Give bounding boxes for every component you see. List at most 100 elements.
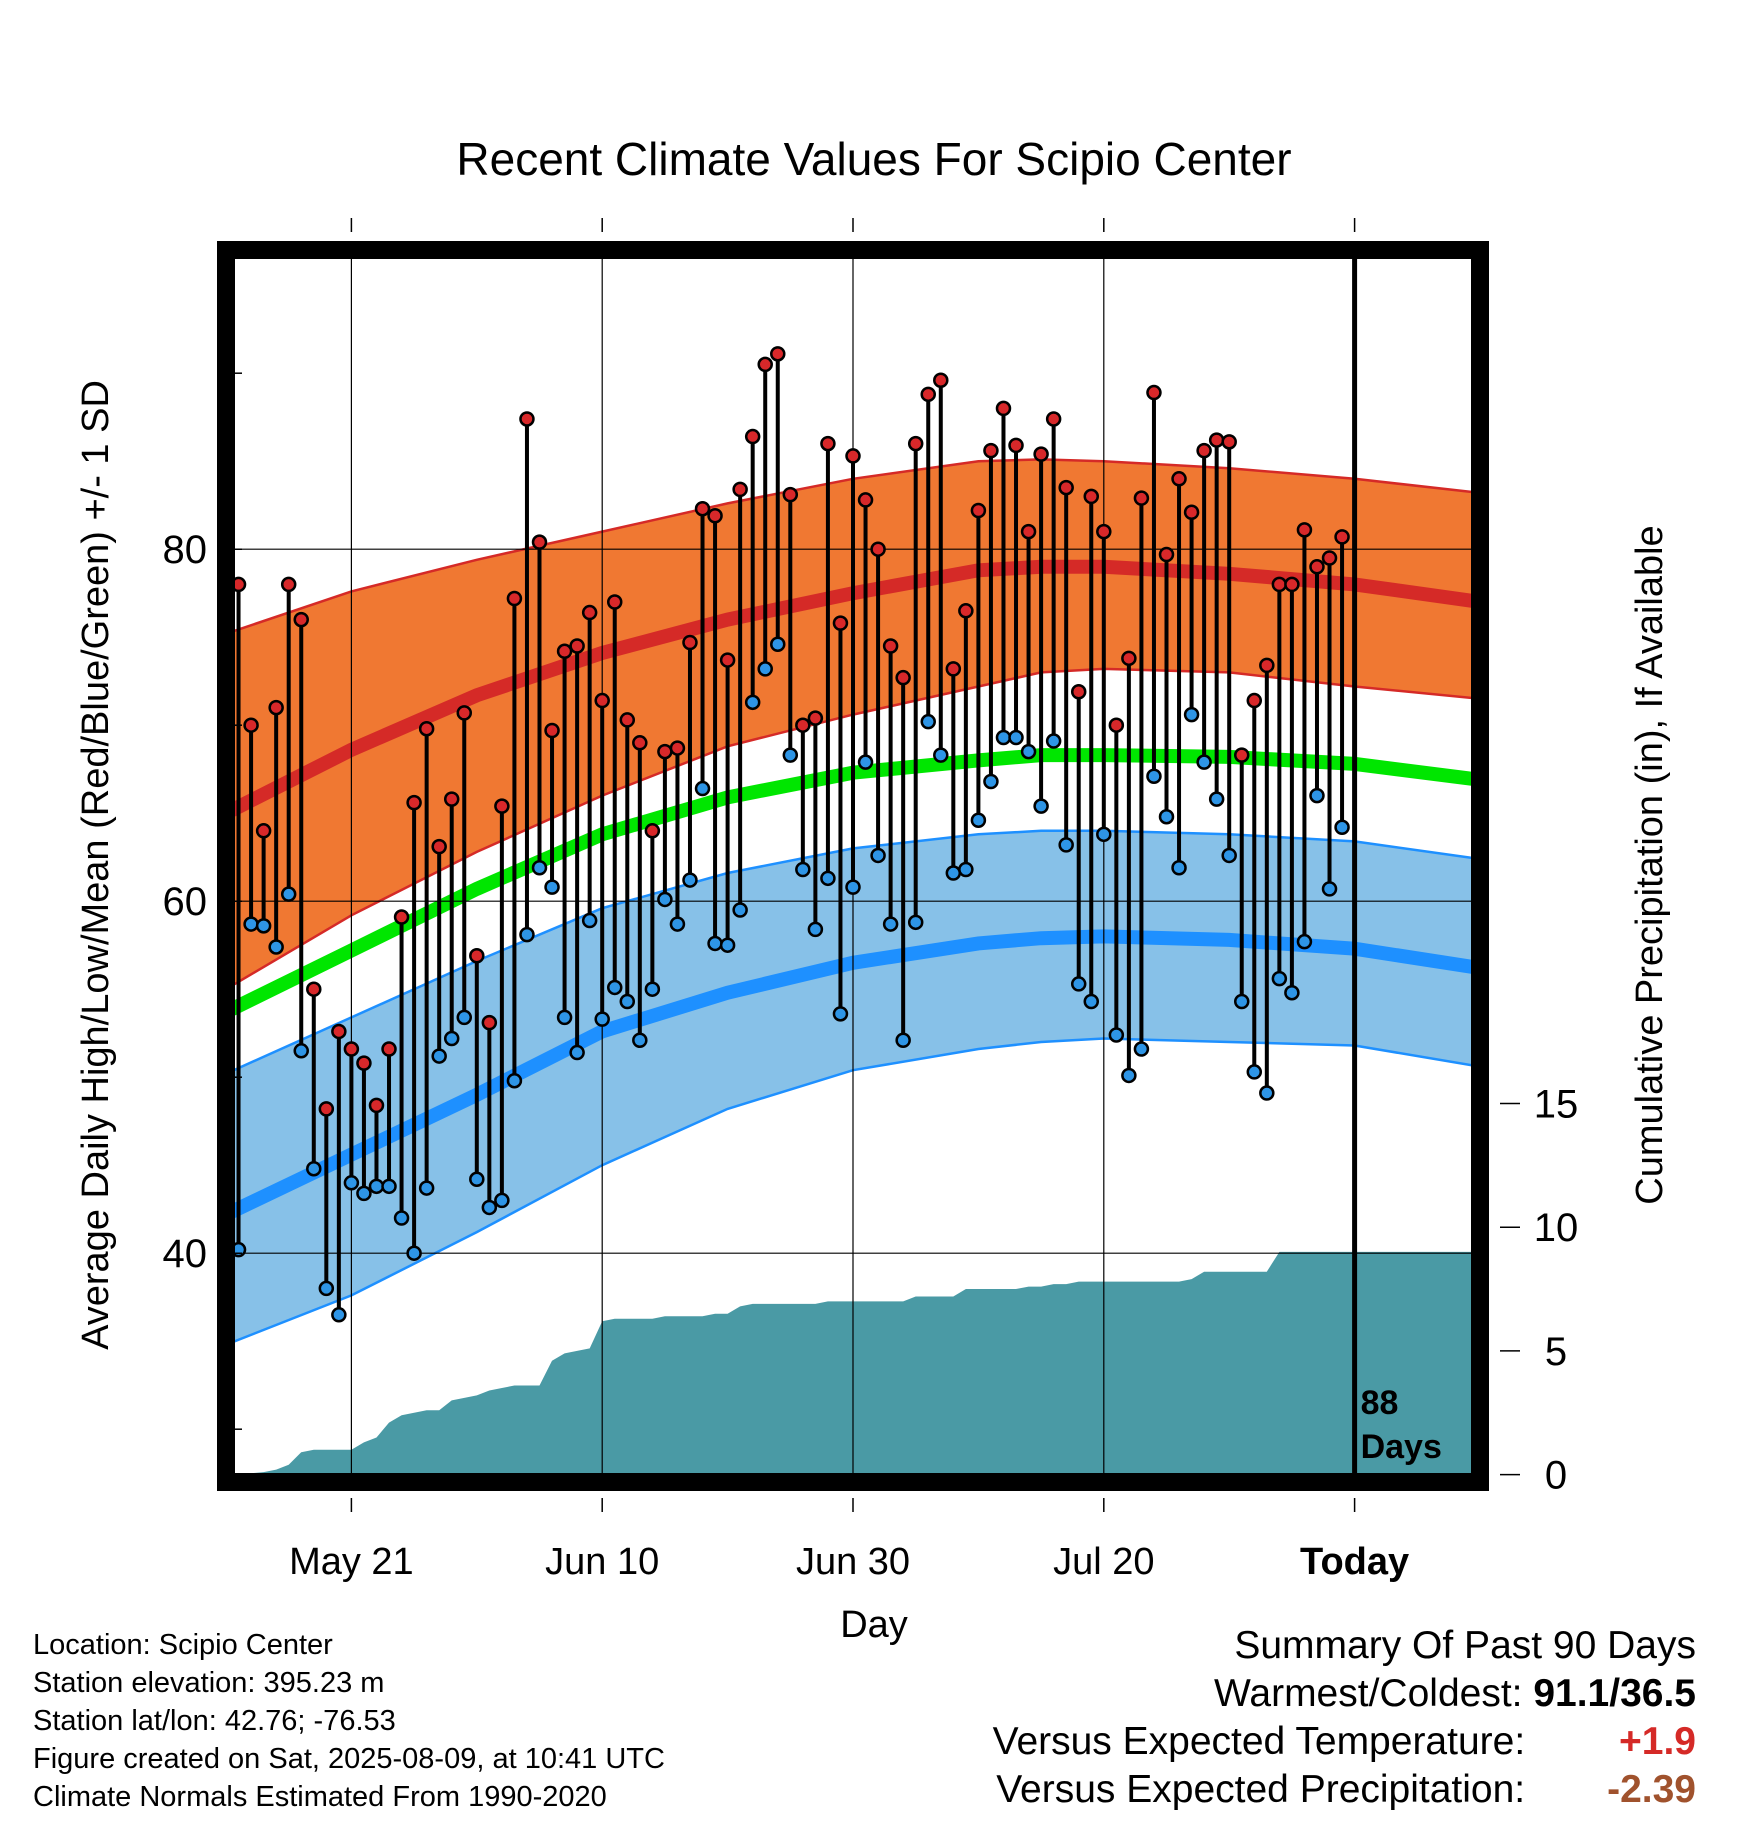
plot-frame <box>217 241 1489 1491</box>
daily-low-point <box>657 891 673 908</box>
daily-high-point <box>845 448 861 464</box>
daily-high-point <box>1033 446 1049 462</box>
daily-high-point <box>381 1041 397 1057</box>
daily-high-point <box>268 699 284 716</box>
low-mean-line <box>226 929 1480 1221</box>
daily-low-point <box>895 1032 911 1048</box>
daily-high-point <box>331 1023 347 1040</box>
daily-low-point <box>1259 1085 1275 1101</box>
x-axis-label: Day <box>840 1604 908 1646</box>
daily-high-point <box>945 661 962 677</box>
x-tick-label: Jun 10 <box>545 1541 659 1583</box>
daily-high-point <box>694 500 711 517</box>
daily-high-point <box>456 705 473 721</box>
daily-low-point <box>644 981 661 997</box>
daily-high-point <box>431 838 447 855</box>
daily-high-point <box>1121 650 1137 667</box>
daily-high-point <box>1020 523 1037 540</box>
daily-low-point <box>1183 706 1200 723</box>
daily-high-point <box>719 652 736 668</box>
warmest-coldest-value: 91.1/36.5 <box>1533 1672 1696 1715</box>
daily-low-point <box>393 1210 410 1226</box>
daily-low-point <box>1020 743 1037 760</box>
daily-high-point <box>393 909 410 925</box>
daily-high-point <box>443 791 460 807</box>
daily-high-point <box>255 823 272 839</box>
daily-high-point <box>1334 529 1350 545</box>
daily-high-point <box>920 386 936 403</box>
daily-high-point <box>1070 684 1087 700</box>
daily-low-point <box>1058 837 1074 853</box>
warmest-coldest-label: Warmest/Coldest: <box>1214 1672 1523 1715</box>
chart-title: Recent Climate Values For Scipio Center <box>456 133 1291 185</box>
daily-high-point <box>782 486 799 503</box>
daily-high-point <box>594 692 610 709</box>
daily-high-point <box>306 981 322 997</box>
precip-label: Versus Expected Precipitation: <box>996 1768 1526 1811</box>
daily-high-point <box>1196 442 1212 459</box>
daily-low-point <box>356 1185 372 1202</box>
daily-low-point <box>280 886 297 902</box>
y-tick-label: 40 <box>163 1232 208 1276</box>
daily-high-point <box>280 576 297 593</box>
daily-high-point <box>494 798 510 814</box>
daily-low-point <box>544 879 560 895</box>
daily-high-point <box>1233 747 1250 763</box>
daily-low-point <box>669 916 686 932</box>
info-normals: Climate Normals Estimated From 1990-2020 <box>33 1781 607 1813</box>
daily-low-point <box>481 1199 498 1216</box>
temp-value: +1.9 <box>1619 1720 1696 1763</box>
daily-high-point <box>870 541 886 557</box>
daily-high-point <box>1208 432 1225 448</box>
daily-high-point <box>933 372 949 388</box>
daily-high-point <box>1183 504 1200 520</box>
daily-high-point <box>1146 384 1162 401</box>
daily-low-point <box>293 1043 309 1059</box>
daily-high-point <box>995 400 1012 417</box>
daily-low-point <box>1108 1027 1125 1043</box>
daily-low-point <box>1334 819 1350 836</box>
info-elevation: Station elevation: 395.23 m <box>33 1667 385 1699</box>
daily-low-point <box>506 1072 523 1089</box>
daily-low-point <box>632 1032 648 1048</box>
x-tick-label: Jun 30 <box>796 1541 910 1583</box>
daily-low-point <box>983 773 999 790</box>
y2-tick-label: 15 <box>1534 1082 1579 1126</box>
daily-low-point <box>820 870 836 887</box>
daily-high-point <box>707 508 723 524</box>
daily-low-point <box>782 747 799 763</box>
daily-high-point <box>243 717 259 733</box>
precip-value: -2.39 <box>1607 1768 1696 1811</box>
daily-high-point <box>293 611 309 628</box>
daily-high-point <box>481 1014 498 1031</box>
daily-high-point <box>606 594 623 610</box>
summary-panel: Summary Of Past 90 Days Warmest/Coldest:… <box>993 1622 1696 1814</box>
daily-high-point <box>619 712 636 728</box>
low-lower-line <box>226 1037 1480 1346</box>
daily-high-point <box>958 603 974 619</box>
days-unit-label: Days <box>1361 1428 1442 1466</box>
daily-low-point <box>845 879 861 895</box>
y-tick-label: 80 <box>163 528 208 572</box>
plot-area: 88 Days <box>226 250 1480 1482</box>
daily-low-point <box>732 902 748 918</box>
daily-low-point <box>619 993 636 1010</box>
daily-low-point <box>1096 826 1112 843</box>
daily-low-point <box>958 861 974 878</box>
daily-low-point <box>1146 768 1162 784</box>
daily-low-point <box>1221 847 1237 864</box>
daily-high-point <box>1171 471 1187 487</box>
daily-high-point <box>406 794 422 811</box>
daily-high-point <box>1096 523 1112 540</box>
daily-low-point <box>870 847 886 864</box>
y-tick-label: 60 <box>163 880 208 924</box>
daily-low-point <box>1008 729 1024 746</box>
daily-low-point <box>682 872 698 888</box>
daily-low-point <box>1196 754 1212 770</box>
daily-low-point <box>306 1160 322 1177</box>
daily-high-point <box>343 1041 360 1057</box>
daily-low-point <box>1083 993 1100 1010</box>
daily-high-point <box>356 1055 372 1071</box>
daily-high-point <box>1321 550 1338 566</box>
